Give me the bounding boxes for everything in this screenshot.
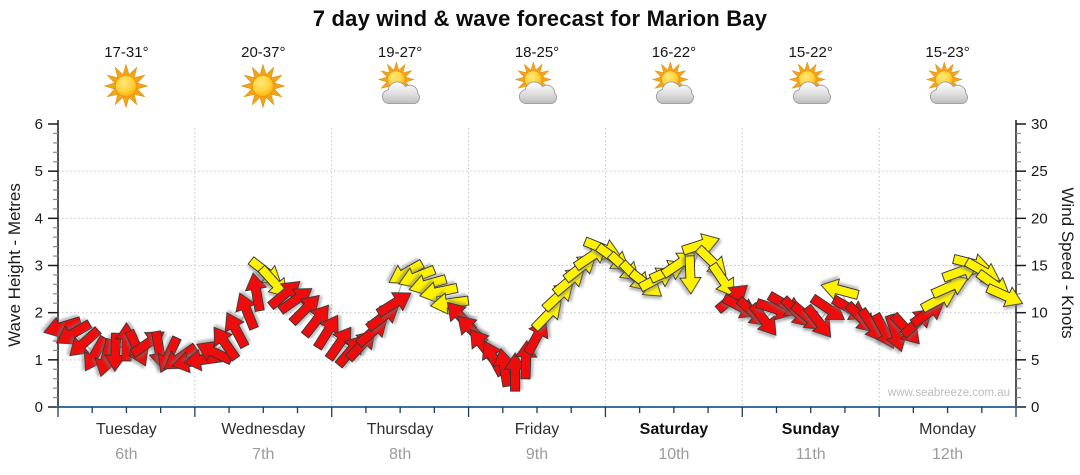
wind-arrow (324, 326, 352, 362)
wind-arrow (820, 278, 860, 301)
day-name-label: Friday (514, 421, 560, 438)
day-date-label: 10th (658, 446, 690, 463)
wind-arrow (300, 304, 329, 339)
wind-arrow (224, 312, 250, 350)
wind-arrow (985, 283, 1024, 308)
wind-arrow (419, 281, 459, 304)
y-axis-left: 0 01 52 103 154 205 256 30 (35, 116, 1048, 416)
partly-cloudy-icon (651, 62, 694, 104)
day-name-label: Thursday (366, 421, 434, 438)
wind-arrow (235, 292, 259, 331)
left-axis-tick-label: 3 (35, 258, 43, 275)
left-axis-tick-label: 0 (35, 399, 43, 416)
left-axis-title: Wave Height - Metres (5, 183, 24, 347)
wind-arrow (748, 301, 777, 336)
temp-range-label: 15-23° (925, 44, 970, 61)
right-axis-title: Wind Speed - Knots (1058, 187, 1077, 339)
partly-cloudy-icon (514, 62, 557, 104)
day-date-label: 6th (115, 446, 138, 463)
day-name-label: Saturday (639, 421, 709, 438)
day-name-label: Wednesday (221, 421, 306, 438)
temp-range-label: 18-25° (514, 44, 560, 61)
right-axis-tick-label: 30 (1031, 116, 1048, 133)
wind-arrow (288, 294, 320, 327)
wind-arrow (678, 255, 702, 295)
day-date-label: 11th (795, 446, 826, 463)
y-axis-right: 0 01 52 103 154 205 256 30 (35, 116, 1048, 416)
temp-range-label: 20-37° (241, 44, 286, 61)
day-date-label: 12th (932, 446, 964, 463)
temp-range-label: 16-22° (651, 44, 697, 61)
day-date-label: 8th (388, 446, 412, 463)
day-name-label: Tuesday (96, 421, 157, 438)
wind-arrow (55, 319, 93, 345)
temp-range-label: 19-27° (377, 44, 423, 61)
left-axis-tick-label: 2 (35, 305, 43, 322)
partly-cloudy-icon (377, 62, 420, 104)
wind-arrow (809, 293, 846, 321)
wind-arrow (681, 233, 721, 256)
wind-arrow (523, 318, 549, 356)
left-axis-tick-label: 1 (35, 352, 43, 369)
page-title: 7 day wind & wave forecast for Marion Ba… (312, 6, 768, 31)
partly-cloudy-icon (925, 62, 968, 104)
wind-arrows-layer (43, 233, 1024, 392)
right-axis-tick-label: 15 (1031, 258, 1048, 275)
wind-arrow (313, 314, 339, 351)
sunny-icon (103, 63, 149, 109)
x-axis (56, 406, 1018, 417)
gridlines (58, 128, 1016, 407)
wind-arrow (43, 316, 83, 339)
day-date-label: 7th (252, 446, 275, 463)
right-axis-tick-label: 10 (1031, 305, 1048, 322)
left-axis-tick-label: 6 (35, 116, 43, 133)
wind-arrow (103, 332, 127, 373)
right-axis-tick-label: 0 (1031, 399, 1039, 416)
day-date-label: 9th (525, 446, 549, 463)
sunny-icon (240, 63, 286, 109)
left-axis-tick-label: 4 (35, 210, 43, 227)
wind-arrow (802, 303, 832, 338)
temp-range-label: 17-31° (104, 44, 149, 61)
wind-arrow (884, 313, 908, 353)
wind-arrow (69, 326, 102, 357)
day-name-label: Monday (919, 421, 977, 438)
right-axis-tick-label: 5 (1031, 352, 1039, 369)
wind-arrow (375, 292, 412, 318)
wind-arrow (244, 272, 268, 312)
left-axis-tick-label: 5 (35, 163, 43, 180)
right-axis-tick-label: 25 (1031, 163, 1048, 180)
wind-arrow (503, 352, 527, 392)
right-axis-tick-label: 20 (1031, 210, 1048, 227)
partly-cloudy-icon (788, 62, 831, 104)
temp-range-label: 15-22° (788, 44, 833, 61)
watermark-text: www.seabreeze.com.au (887, 387, 1010, 399)
wind-arrow (213, 326, 241, 362)
wind-arrow (708, 261, 735, 298)
day-name-label: Sunday (781, 421, 840, 438)
